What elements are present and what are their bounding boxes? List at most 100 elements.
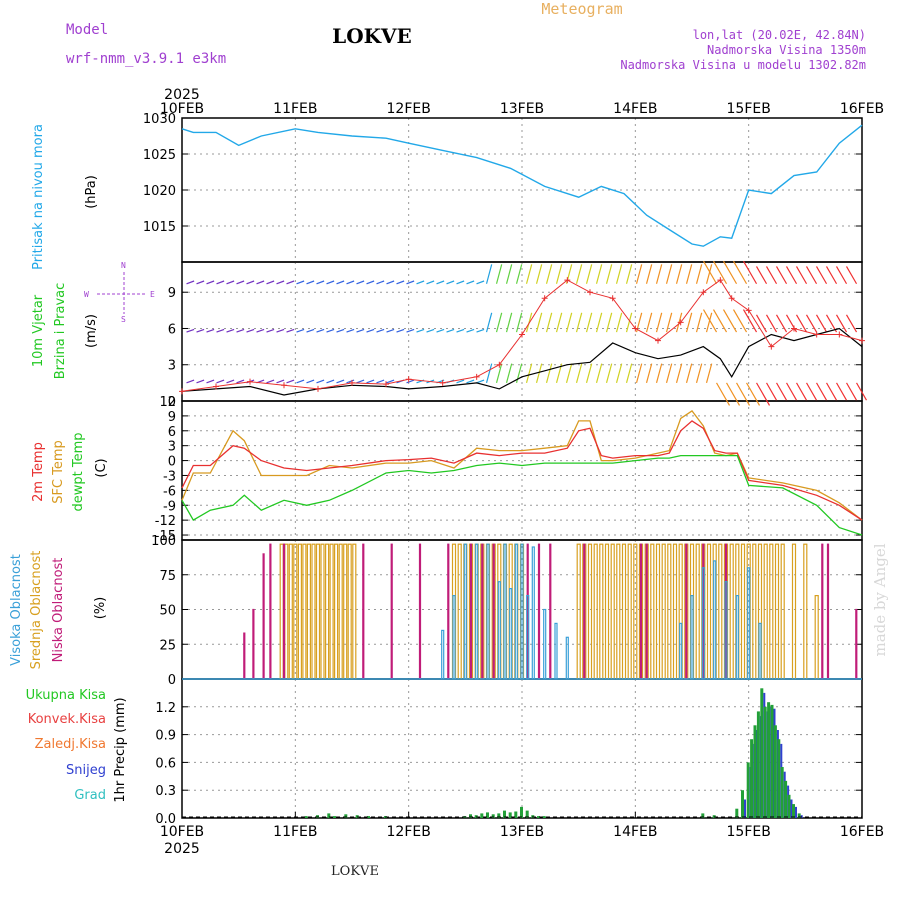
wind-arrow xyxy=(705,264,713,284)
cloud-low-bar xyxy=(583,543,586,680)
gust-marker xyxy=(728,295,735,302)
cloud-low-bar xyxy=(269,543,272,680)
wind-arrow xyxy=(426,328,435,333)
gust-marker xyxy=(383,381,389,388)
precip-total-bar xyxy=(491,814,495,818)
wind-arrow xyxy=(655,312,663,333)
cloud-high-bar xyxy=(747,567,751,680)
ytick-label: 100 xyxy=(151,534,176,549)
wind-arrow xyxy=(535,363,543,384)
gust-marker xyxy=(405,376,412,383)
wind-arrow xyxy=(732,309,748,333)
precip-total-bar xyxy=(773,725,777,818)
precip-total-bar xyxy=(514,811,518,818)
gust-marker xyxy=(587,289,593,296)
ytick-label: 3 xyxy=(168,440,176,455)
cloud-mid-bar xyxy=(457,543,462,680)
wind-arrow xyxy=(635,264,643,284)
cloud-low-bar xyxy=(537,543,541,680)
wind-arrow xyxy=(505,264,513,284)
wind-arrow xyxy=(515,264,523,284)
dewpt-label: dewpt Temp xyxy=(71,432,86,511)
cloud-low-bar xyxy=(685,543,688,680)
cloud-low-bar xyxy=(262,553,265,680)
cloud-mid-bar xyxy=(604,543,610,680)
model-name: wrf-nmm_v3.9.1 e3km xyxy=(66,51,226,67)
xtick-label-top: 12FEB xyxy=(387,101,431,117)
cloud-low-bar xyxy=(362,543,365,680)
xtick-label-bottom: 16FEB xyxy=(840,824,884,840)
precip-total-bar xyxy=(344,814,348,818)
cloud-high-bar xyxy=(531,546,535,680)
wind-arrow xyxy=(565,363,573,384)
ytick-label: 6 xyxy=(168,425,176,440)
cloud-low-label: Niska Oblacnost xyxy=(51,558,66,663)
precip-total-bar xyxy=(750,739,754,818)
precip-total-bar xyxy=(486,812,489,818)
wind-arrow xyxy=(805,266,818,285)
cloud-high-bar xyxy=(503,543,507,680)
precip-total-bar xyxy=(741,790,744,818)
cloud-mid-bar xyxy=(780,543,785,680)
cloud-high-bar xyxy=(565,636,569,680)
wind-arrow xyxy=(266,280,275,285)
station-title: LOKVE xyxy=(332,24,412,48)
gust-marker xyxy=(179,388,185,395)
precip-total-bar xyxy=(520,806,523,818)
cloud-high-bar xyxy=(713,560,717,680)
cloud-mid-bar xyxy=(297,543,302,680)
wind-arrow xyxy=(466,328,475,333)
elevation: Nadmorska Visina 1350m xyxy=(707,43,866,57)
precip-total-bar xyxy=(367,816,370,818)
cloud-mid-bar xyxy=(655,543,661,680)
cloud-low-bar xyxy=(418,543,422,680)
wind-arrow xyxy=(186,328,195,333)
wind-arrow xyxy=(605,363,613,384)
wind-arrow xyxy=(595,264,603,284)
wind-arrow xyxy=(825,266,838,285)
wind-arrow xyxy=(846,382,858,401)
ytick-label: 1020 xyxy=(143,184,176,199)
year-label-bottom: 2025 xyxy=(164,841,200,857)
cloud-mid-bar xyxy=(311,543,316,680)
wind-arrow xyxy=(732,260,748,285)
ytick-label: 0 xyxy=(168,395,176,410)
wind-arrow xyxy=(765,266,778,285)
wind-arrow xyxy=(702,309,718,333)
xtick-label-top: 11FEB xyxy=(273,101,317,117)
ytick-label: 1025 xyxy=(143,148,176,163)
precip-total-bar xyxy=(756,711,760,818)
cloud-mid-bar xyxy=(667,543,672,680)
ytick-label: 9 xyxy=(168,410,176,425)
ytick-label: 50 xyxy=(159,604,176,619)
wind-arrow xyxy=(555,264,563,284)
wind-arrow xyxy=(625,312,633,333)
wind-arrow xyxy=(216,379,225,384)
pressure-title: Pritisak na nivou mora xyxy=(31,124,46,270)
gust-marker xyxy=(496,361,503,368)
wind-arrow xyxy=(236,280,245,285)
gust-marker xyxy=(745,307,752,314)
wind-arrow xyxy=(226,379,235,384)
watermark: made by Angel xyxy=(871,543,889,656)
wind-arrow xyxy=(815,314,828,333)
wind-arrow xyxy=(535,264,543,284)
gust-marker xyxy=(541,295,548,302)
wind-arrow xyxy=(695,264,703,284)
wind-arrow xyxy=(206,328,215,333)
cloud-mid-bar xyxy=(306,543,311,680)
cloud-low-bar xyxy=(549,543,552,680)
cloud-mid-bar xyxy=(763,543,768,680)
cloud-mid-bar xyxy=(740,543,746,680)
cloud-mid-bar xyxy=(599,543,604,680)
model-label: Model xyxy=(66,22,108,38)
wind-arrow xyxy=(816,382,828,401)
wind-arrow xyxy=(795,266,808,285)
precip-total-bar xyxy=(327,813,331,818)
wind-arrow xyxy=(736,382,751,406)
wind-arrow xyxy=(326,379,335,384)
year-label-top: 2025 xyxy=(164,87,200,103)
ytick-label: -12 xyxy=(155,514,176,529)
cloud-mid-bar xyxy=(752,543,757,680)
